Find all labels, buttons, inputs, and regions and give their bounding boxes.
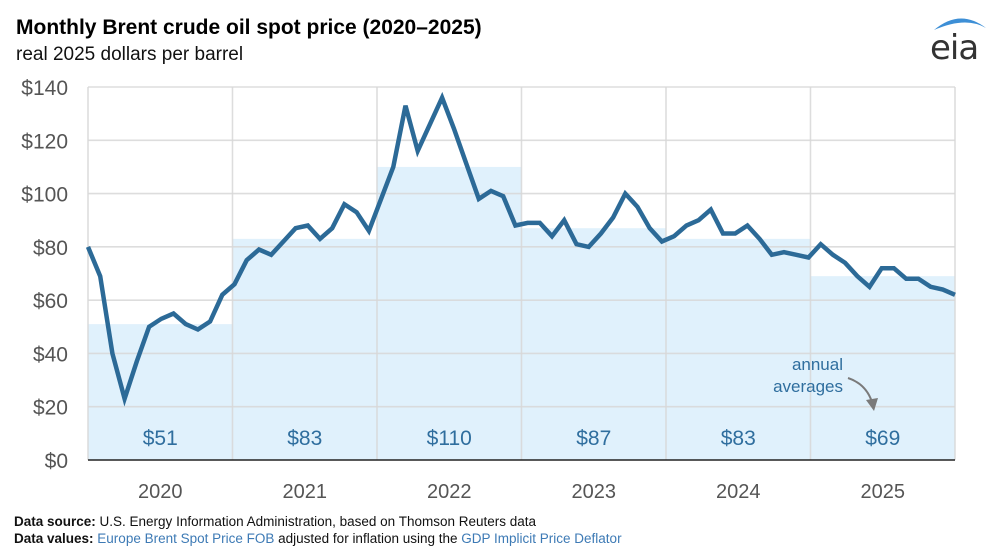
x-tick-label-2024: 2024 bbox=[716, 481, 761, 503]
y-tick-label: $100 bbox=[21, 184, 68, 207]
y-tick-label: $120 bbox=[21, 130, 68, 153]
y-tick-label: $40 bbox=[33, 343, 68, 366]
average-label-2023: $87 bbox=[576, 427, 611, 450]
price-series bbox=[85, 91, 956, 407]
eia-logo: eia bbox=[920, 8, 990, 68]
brent-price-link[interactable]: Europe Brent Spot Price FOB bbox=[93, 531, 275, 546]
annual-average-band-2021 bbox=[232, 238, 377, 460]
average-label-2020: $51 bbox=[143, 427, 178, 450]
annual-average-band-2023 bbox=[521, 228, 666, 460]
x-tick-label-2022: 2022 bbox=[427, 481, 472, 503]
x-tick-label-2023: 2023 bbox=[572, 481, 617, 503]
logo-swoosh-icon bbox=[934, 18, 986, 30]
annual-average-band-2024 bbox=[666, 238, 811, 460]
x-tick-label-2025: 2025 bbox=[861, 481, 906, 503]
annual-average-band-2022 bbox=[377, 166, 522, 460]
annotation-text-line2: averages bbox=[773, 377, 843, 396]
monthly-price-line bbox=[85, 91, 956, 407]
y-axis: $0 $20 $40 $60 $80 $100 $120 $140 bbox=[21, 77, 68, 473]
x-tick-label-2021: 2021 bbox=[283, 481, 328, 503]
footer-values: Data values: Europe Brent Spot Price FOB… bbox=[14, 531, 622, 546]
gridlines bbox=[87, 86, 956, 461]
annotation-arrow-head bbox=[866, 398, 878, 411]
annual-bands bbox=[88, 166, 955, 460]
annual-average-band-2025 bbox=[810, 276, 955, 460]
y-tick-label: $140 bbox=[21, 77, 68, 100]
average-label-2025: $69 bbox=[865, 427, 900, 450]
chart-subtitle: real 2025 dollars per barrel bbox=[16, 44, 244, 65]
average-label-2022: $110 bbox=[427, 427, 472, 450]
average-labels: $51 $83 $110 $87 $83 $69 bbox=[143, 427, 901, 450]
values-mid-text: adjusted for inflation using the bbox=[274, 531, 462, 546]
values-label: Data values: bbox=[14, 531, 94, 546]
source-text: U.S. Energy Information Administration, … bbox=[95, 514, 537, 529]
logo-text: eia bbox=[930, 28, 979, 68]
x-axis: 2020 2021 2022 2023 2024 2025 bbox=[138, 481, 905, 503]
chart-title: Monthly Brent crude oil spot price (2020… bbox=[16, 16, 482, 39]
gdp-deflator-link[interactable]: GDP Implicit Price Deflator bbox=[461, 531, 622, 546]
y-tick-label: $20 bbox=[33, 397, 68, 420]
x-tick-label-2020: 2020 bbox=[138, 481, 183, 503]
annotation-arrow bbox=[847, 377, 873, 403]
y-tick-label: $80 bbox=[33, 237, 68, 260]
y-tick-label: $0 bbox=[45, 450, 68, 473]
source-label: Data source: bbox=[14, 514, 96, 529]
annotation: annual averages bbox=[773, 355, 878, 411]
annotation-text-line1: annual bbox=[792, 355, 843, 374]
y-tick-label: $60 bbox=[33, 290, 68, 313]
average-label-2024: $83 bbox=[721, 427, 756, 450]
average-label-2021: $83 bbox=[287, 427, 322, 450]
footer-source: Data source: U.S. Energy Information Adm… bbox=[14, 514, 536, 529]
